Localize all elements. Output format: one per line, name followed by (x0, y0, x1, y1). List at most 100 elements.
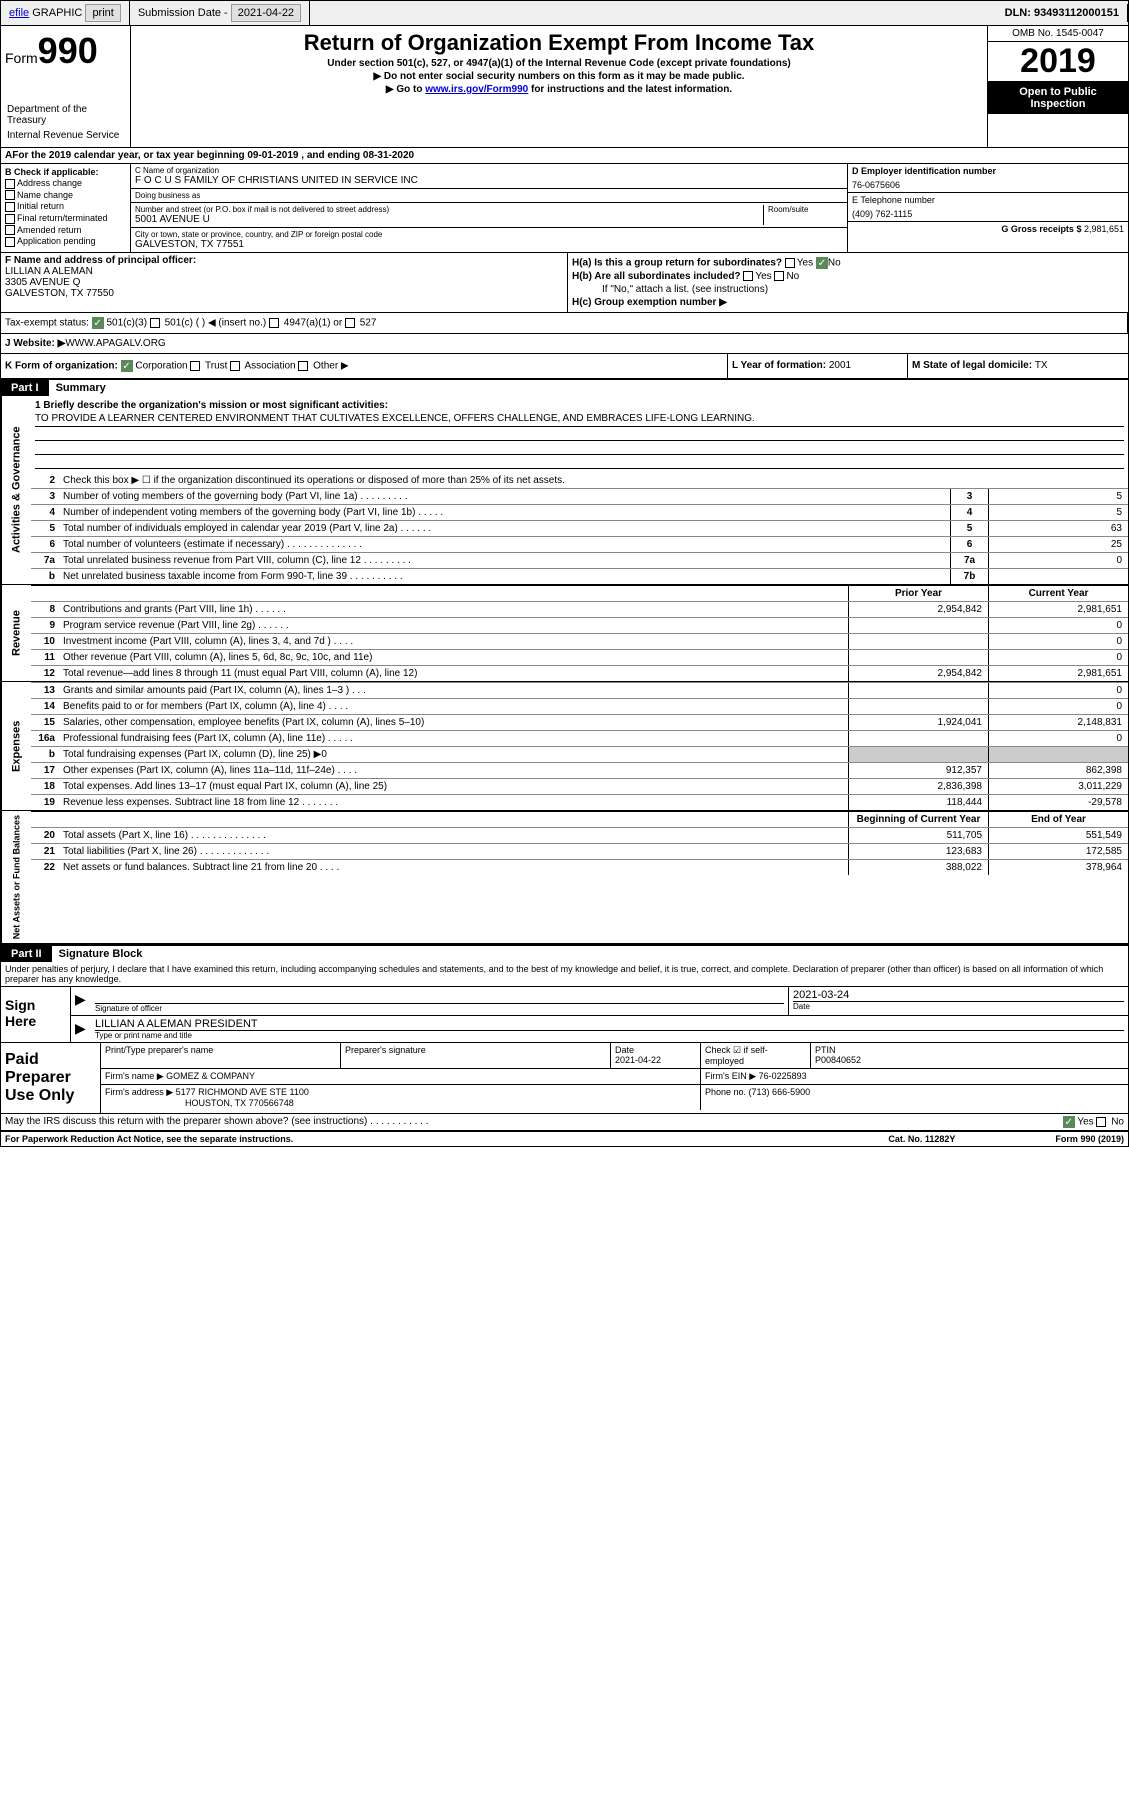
dln: DLN: 93493112000151 (997, 4, 1128, 22)
checkbox-icon[interactable] (785, 258, 795, 268)
sidebar-revenue: Revenue (1, 585, 31, 681)
data-line: 8 Contributions and grants (Part VIII, l… (31, 601, 1128, 617)
current-year-val: -29,578 (988, 795, 1128, 810)
cb-name: Name change (5, 190, 126, 201)
data-line: 22 Net assets or fund balances. Subtract… (31, 859, 1128, 875)
eoy-header: End of Year (988, 812, 1128, 827)
addr-row: Number and street (or P.O. box if mail i… (131, 203, 847, 228)
prior-year-val: 123,683 (848, 844, 988, 859)
checkbox-icon[interactable] (5, 202, 15, 212)
org-name: F O C U S FAMILY OF CHRISTIANS UNITED IN… (135, 175, 843, 186)
expenses-content: 13 Grants and similar amounts paid (Part… (31, 682, 1128, 810)
form990-link[interactable]: www.irs.gov/Form990 (425, 84, 528, 95)
prior-year-val (848, 618, 988, 633)
line-desc: Net assets or fund balances. Subtract li… (59, 860, 848, 875)
gross-label: G Gross receipts $ (1001, 224, 1084, 234)
mission-blank-3 (35, 455, 1124, 469)
data-line: 15 Salaries, other compensation, employe… (31, 714, 1128, 730)
data-line: 6 Total number of volunteers (estimate i… (31, 536, 1128, 552)
prior-year-val (848, 747, 988, 762)
efile-link[interactable]: efile (9, 7, 29, 19)
city-row: City or town, state or province, country… (131, 228, 847, 252)
city-label: City or town, state or province, country… (135, 230, 843, 239)
checkbox-icon[interactable] (743, 271, 753, 281)
checkbox-icon[interactable] (5, 225, 15, 235)
header-mid: Return of Organization Exempt From Incom… (131, 26, 988, 147)
prep-sig-label: Preparer's signature (341, 1043, 611, 1068)
cb-initial: Initial return (5, 201, 126, 212)
line-desc: Other revenue (Part VIII, column (A), li… (59, 650, 848, 665)
current-year-val: 0 (988, 650, 1128, 665)
prior-year-val: 1,924,041 (848, 715, 988, 730)
revenue-content: Prior Year Current Year 8 Contributions … (31, 585, 1128, 681)
checkbox-icon[interactable] (5, 190, 15, 200)
data-line: 9 Program service revenue (Part VIII, li… (31, 617, 1128, 633)
line-desc: Professional fundraising fees (Part IX, … (59, 731, 848, 746)
checkbox-icon[interactable] (298, 361, 308, 371)
section-c: C Name of organization F O C U S FAMILY … (131, 164, 848, 252)
cb-amended: Amended return (5, 225, 126, 236)
preparer-content: Print/Type preparer's name Preparer's si… (101, 1043, 1128, 1113)
prior-year-val: 2,836,398 (848, 779, 988, 794)
note-1: ▶ Do not enter social security numbers o… (135, 71, 983, 82)
line-desc: Number of independent voting members of … (59, 505, 950, 520)
line-desc: Investment income (Part VIII, column (A)… (59, 634, 848, 649)
dept: Department of the Treasury (5, 102, 126, 128)
officer-addr1: 3305 AVENUE Q (5, 277, 563, 288)
part-2-header: Part II (1, 946, 52, 962)
line-num: 20 (31, 828, 59, 843)
line-box: 3 (950, 489, 988, 504)
status-left: Tax-exempt status: ✓ 501(c)(3) 501(c) ( … (1, 313, 1128, 333)
line-num: 2 (31, 473, 59, 488)
officer-row: F Name and address of principal officer:… (1, 253, 1128, 313)
current-year-val: 2,981,651 (988, 666, 1128, 681)
netassets-content: Beginning of Current Year End of Year 20… (31, 811, 1128, 943)
checkbox-icon[interactable] (5, 179, 15, 189)
current-year-val: 172,585 (988, 844, 1128, 859)
print-button[interactable]: print (85, 4, 120, 22)
prior-year-val: 2,954,842 (848, 602, 988, 617)
checkbox-icon[interactable] (150, 318, 160, 328)
line-val: 5 (988, 489, 1128, 504)
checkbox-icon[interactable] (345, 318, 355, 328)
form-number-block: Form990 (5, 30, 126, 72)
part-1-header-row: Part I Summary (1, 380, 1128, 396)
ptin-cell: PTINP00840652 (811, 1043, 1128, 1068)
current-year-val: 0 (988, 731, 1128, 746)
name-label: C Name of organization (135, 166, 843, 175)
gross-val: 2,981,651 (1084, 224, 1124, 234)
checkbox-icon[interactable] (230, 361, 240, 371)
sig-officer-line: ▶ Signature of officer 2021-03-24 Date (71, 987, 1128, 1016)
checkbox-icon[interactable] (190, 361, 200, 371)
data-line: 3 Number of voting members of the govern… (31, 488, 1128, 504)
prior-year-header: Prior Year (848, 586, 988, 601)
prep-line-3: Firm's address ▶ 5177 RICHMOND AVE STE 1… (101, 1085, 1128, 1110)
firm-addr-cell: Firm's address ▶ 5177 RICHMOND AVE STE 1… (101, 1085, 701, 1110)
arrow-icon: ▶ (71, 987, 91, 1015)
section-b: B Check if applicable: Address change Na… (1, 164, 131, 252)
current-year-val: 862,398 (988, 763, 1128, 778)
k-mid: L Year of formation: 2001 (728, 354, 908, 378)
checkbox-icon[interactable] (5, 214, 15, 224)
arrow-icon: ▶ (71, 1016, 91, 1042)
line-desc: Number of voting members of the governin… (59, 489, 950, 504)
checkbox-icon[interactable] (774, 271, 784, 281)
line-val: 5 (988, 505, 1128, 520)
checkbox-icon[interactable] (1096, 1117, 1106, 1127)
line-desc: Program service revenue (Part VIII, line… (59, 618, 848, 633)
cb-final: Final return/terminated (5, 213, 126, 224)
open-public: Open to Public Inspection (988, 82, 1128, 114)
prior-year-val: 388,022 (848, 860, 988, 875)
hb-note: If "No," attach a list. (see instruction… (572, 284, 1124, 295)
line-desc: Total number of volunteers (estimate if … (59, 537, 950, 552)
checkbox-icon[interactable] (5, 237, 15, 247)
line-val (988, 569, 1128, 584)
current-year-val: 3,011,229 (988, 779, 1128, 794)
line-num: 8 (31, 602, 59, 617)
checkbox-icon[interactable] (269, 318, 279, 328)
data-line: 14 Benefits paid to or for members (Part… (31, 698, 1128, 714)
line-2: 2 Check this box ▶ ☐ if the organization… (31, 473, 1128, 488)
tax-year-row: A For the 2019 calendar year, or tax yea… (1, 148, 1128, 164)
line-desc: Net unrelated business taxable income fr… (59, 569, 950, 584)
sig-name-label: Type or print name and title (95, 1030, 1124, 1040)
